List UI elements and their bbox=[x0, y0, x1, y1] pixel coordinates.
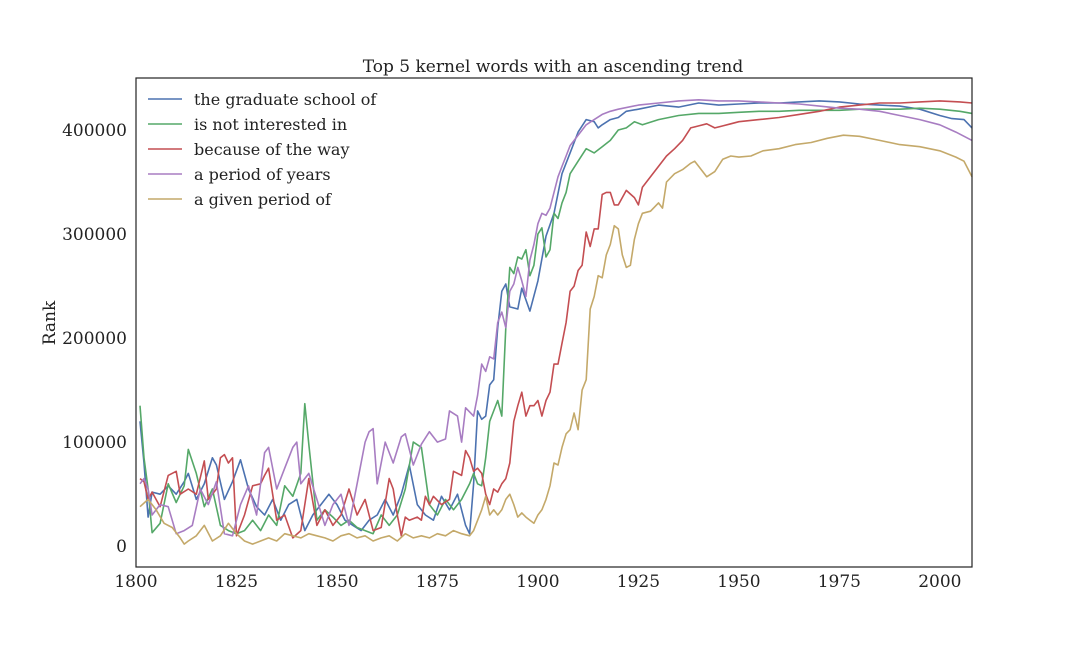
x-tick-label: 1875 bbox=[416, 572, 459, 592]
y-tick-label: 300000 bbox=[62, 225, 127, 245]
plot-frame bbox=[135, 77, 973, 568]
legend-label-4: a given period of bbox=[194, 190, 332, 209]
series-line-0 bbox=[139, 100, 973, 535]
y-tick-label: 0 bbox=[116, 537, 127, 557]
legend: the graduate school of is not interested … bbox=[148, 90, 377, 209]
y-axis-label: Rank bbox=[40, 300, 60, 345]
series-line-3 bbox=[139, 99, 973, 537]
x-tick-label: 1950 bbox=[717, 572, 760, 592]
x-tick-label: 1900 bbox=[516, 572, 559, 592]
x-axis-ticks: 1800 1825 1850 1875 1900 1925 1950 1975 2000 bbox=[114, 572, 961, 592]
x-tick-label: 1800 bbox=[114, 572, 157, 592]
legend-label-0: the graduate school of bbox=[194, 90, 377, 109]
y-tick-label: 400000 bbox=[62, 121, 127, 141]
series-line-4 bbox=[139, 134, 973, 545]
series-line-2 bbox=[139, 100, 973, 539]
chart-title: Top 5 kernel words with an ascending tre… bbox=[363, 57, 744, 77]
x-tick-label: 1925 bbox=[617, 572, 660, 592]
series-line-1 bbox=[139, 107, 973, 535]
y-axis-ticks: 0 100000 200000 300000 400000 bbox=[62, 121, 127, 557]
x-tick-label: 1850 bbox=[315, 572, 358, 592]
y-tick-label: 200000 bbox=[62, 329, 127, 349]
legend-label-3: a period of years bbox=[194, 165, 331, 184]
x-tick-label: 2000 bbox=[918, 572, 961, 592]
x-tick-label: 1825 bbox=[215, 572, 258, 592]
x-tick-label: 1975 bbox=[818, 572, 861, 592]
legend-label-1: is not interested in bbox=[194, 115, 347, 134]
plot-lines bbox=[139, 99, 973, 545]
y-tick-label: 100000 bbox=[62, 433, 127, 453]
legend-label-2: because of the way bbox=[194, 140, 349, 159]
